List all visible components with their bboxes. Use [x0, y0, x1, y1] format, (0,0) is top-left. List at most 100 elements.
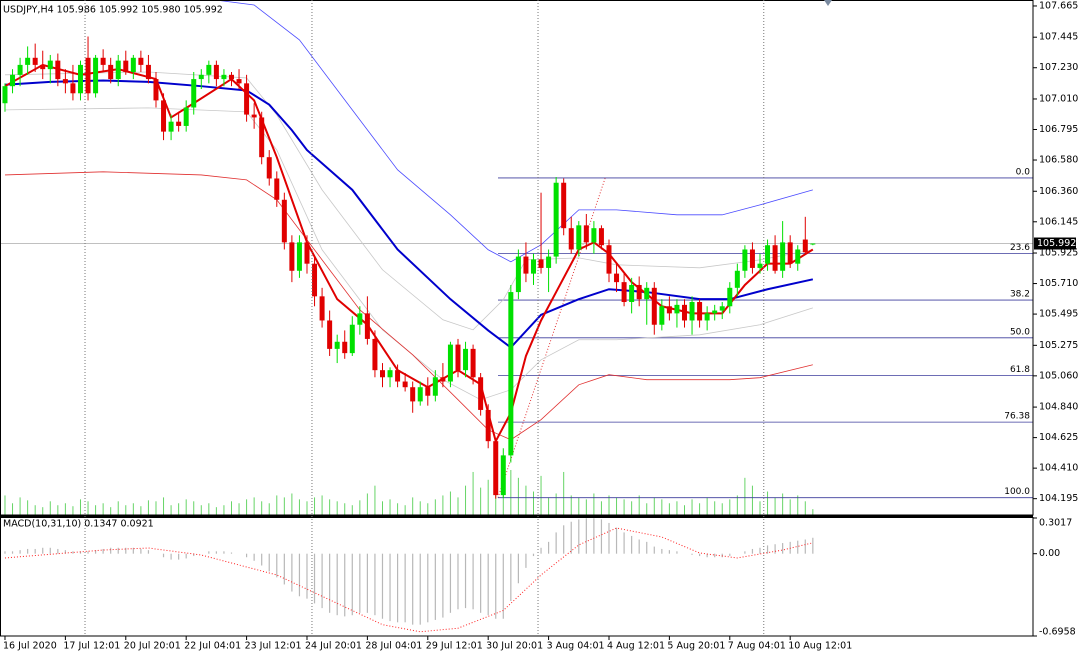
candle-body [749, 249, 755, 268]
y-tick-label: 106.145 [1039, 216, 1078, 227]
y-tick-label: 104.625 [1039, 432, 1078, 443]
macd-signal [4, 527, 813, 633]
y-tick-label: 104.410 [1039, 463, 1078, 474]
candle-body [25, 57, 31, 65]
candle-body [666, 306, 672, 314]
candle-body [145, 64, 151, 80]
candle-body [10, 74, 16, 87]
candle-body [168, 121, 174, 132]
candle-body [115, 60, 121, 80]
candle-body [553, 182, 559, 257]
y-tick-label: 104.195 [1039, 493, 1078, 504]
y-tick-label: 106.580 [1039, 155, 1078, 166]
candle-body [697, 302, 703, 321]
candle-body [251, 114, 257, 118]
price-box-label: 105.992 [1037, 238, 1076, 249]
candle-body [191, 79, 197, 108]
candle-body [659, 306, 665, 325]
candle-body [772, 245, 778, 271]
candle-body [357, 313, 363, 325]
y-tick-label: 107.010 [1039, 93, 1078, 104]
candle-body [568, 228, 574, 250]
candle-body [153, 79, 159, 101]
candle-body [327, 320, 333, 349]
candle-body [319, 296, 325, 321]
y-tick-label: 105.060 [1039, 370, 1078, 381]
candle-body [176, 121, 182, 126]
candle-body [77, 64, 83, 94]
candle-body [387, 370, 393, 378]
x-tick-label: 17 Jul 12:01 [63, 641, 120, 652]
candle-body [161, 100, 167, 132]
x-tick-label: 4 Aug 12:01 [607, 641, 665, 652]
candle-body [244, 83, 250, 115]
candle-body [470, 348, 476, 378]
candle-body [236, 79, 242, 84]
candle-body [138, 57, 144, 65]
candle-body [704, 313, 710, 321]
candle-body [130, 57, 136, 72]
macd-plot [4, 518, 814, 633]
price-box [1034, 237, 1076, 250]
candle-body [100, 57, 106, 65]
y-tick-label: 106.360 [1039, 186, 1078, 197]
y-tick-label: 104.840 [1039, 402, 1078, 413]
price-plot [0, 0, 1033, 515]
candle-body [508, 292, 514, 456]
candle-body [55, 60, 61, 80]
candle-body [108, 64, 114, 80]
y-tick-label: 107.665 [1039, 0, 1078, 11]
macd-frame [0, 517, 1034, 637]
candle-body [289, 242, 295, 271]
y-tick-label: 105.710 [1039, 278, 1078, 289]
candle-body [372, 338, 378, 371]
candle-body [334, 341, 340, 349]
macd-y-tick-label: 0.00 [1039, 548, 1060, 559]
y-tick-label: 105.925 [1039, 248, 1078, 259]
fib-label: 50.0 [1010, 327, 1030, 337]
candle-body [274, 178, 280, 200]
candle-body [742, 249, 748, 271]
candle-body [712, 310, 718, 314]
candle-body [561, 182, 567, 229]
shift-marker [824, 0, 832, 6]
candle-body [651, 287, 657, 325]
candle-body [463, 348, 469, 371]
candle-body [493, 441, 499, 496]
candle-body [719, 306, 725, 311]
macd-y-tick-label: 0.3017 [1039, 518, 1072, 529]
fib-label: 61.8 [1010, 365, 1030, 375]
candle-body [206, 64, 212, 75]
candle-body [364, 313, 370, 339]
candle-body [734, 270, 740, 288]
candle-body [478, 377, 484, 410]
candle-body [606, 245, 612, 274]
fib-label: 38.2 [1010, 290, 1030, 300]
candle-body [674, 304, 680, 314]
x-tick-label: 30 Jul 20:01 [486, 641, 543, 652]
candle-body [681, 304, 687, 321]
candle-body [93, 57, 99, 94]
candle-body [2, 86, 8, 104]
candle-body [591, 228, 597, 243]
candle-body [342, 341, 348, 354]
candle-body [727, 287, 733, 307]
candle-body [425, 387, 431, 396]
candle-body [455, 344, 461, 371]
candle-body [432, 377, 438, 396]
candle-body [583, 225, 589, 243]
x-tick-label: 5 Aug 20:01 [667, 641, 725, 652]
candle-body [757, 263, 763, 268]
x-tick-label: 23 Jul 12:01 [245, 641, 302, 652]
fib-label: 100.0 [1004, 487, 1030, 497]
x-tick-label: 3 Aug 04:01 [547, 641, 605, 652]
y-tick-label: 106.795 [1039, 124, 1078, 135]
candle-body [85, 57, 91, 94]
candle-body [485, 409, 491, 442]
candle-body [281, 199, 287, 243]
candle-body [123, 60, 129, 72]
indicator-line [212, 0, 813, 263]
candle-body [787, 242, 793, 264]
